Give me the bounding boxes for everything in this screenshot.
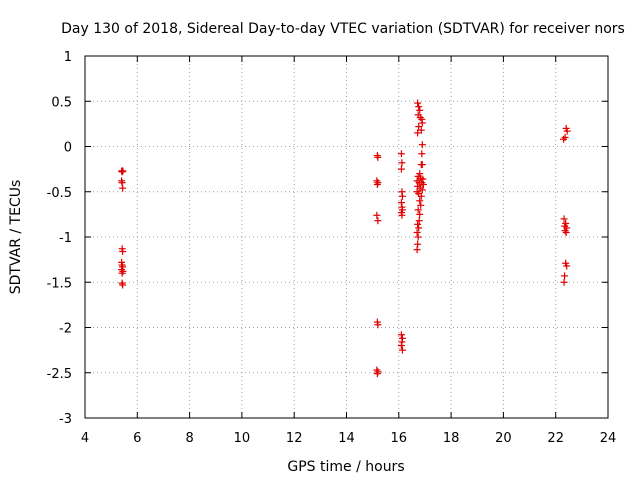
data-point: [118, 168, 126, 176]
data-point: [398, 159, 406, 167]
x-tick-label: 12: [286, 431, 303, 446]
data-point: [418, 141, 426, 149]
data-point: [414, 206, 422, 214]
data-point: [562, 228, 570, 236]
data-point: [414, 233, 422, 241]
data-point: [397, 150, 405, 158]
y-tick-label: -1.5: [47, 276, 72, 291]
y-axis-label: SDTVAR / TECUs: [8, 180, 24, 295]
data-point: [398, 346, 406, 354]
data-point: [417, 201, 425, 209]
data-point: [374, 321, 382, 329]
y-tick-label: -1: [59, 231, 72, 246]
data-point: [373, 370, 381, 378]
data-point: [560, 135, 568, 143]
data-point: [398, 211, 406, 219]
x-tick-label: 14: [338, 431, 355, 446]
x-tick-label: 6: [133, 431, 141, 446]
grid-lines: [85, 56, 608, 418]
data-point: [397, 342, 405, 350]
x-tick-label: 22: [547, 431, 564, 446]
data-point: [119, 281, 127, 289]
data-points: [118, 99, 571, 378]
x-tick-label: 8: [185, 431, 193, 446]
y-tick-label: -0.5: [47, 186, 72, 201]
data-point: [119, 167, 127, 175]
y-tick-label: 0: [64, 141, 72, 156]
x-axis: 4 6 8 10 12 14 16 18 20 22 24: [81, 56, 616, 446]
x-tick-label: 20: [495, 431, 512, 446]
data-point: [418, 119, 426, 127]
data-point: [373, 181, 381, 189]
y-tick-label: -2.5: [47, 367, 72, 382]
x-tick-label: 18: [443, 431, 460, 446]
x-axis-label: GPS time / hours: [287, 459, 404, 475]
data-point: [560, 278, 568, 286]
data-point: [418, 150, 426, 158]
data-point: [413, 188, 421, 196]
data-point: [414, 99, 422, 107]
data-point: [118, 269, 126, 277]
data-point: [119, 247, 127, 255]
data-point: [419, 181, 427, 189]
data-point: [415, 103, 423, 111]
data-point: [119, 184, 127, 192]
data-point: [417, 192, 425, 200]
data-point: [414, 220, 422, 228]
x-tick-label: 4: [81, 431, 89, 446]
x-tick-label: 10: [234, 431, 251, 446]
y-tick-label: -2: [59, 322, 72, 337]
data-point: [414, 129, 422, 137]
data-point: [418, 161, 426, 169]
data-point: [413, 246, 421, 254]
data-point: [560, 215, 568, 223]
data-point: [417, 126, 425, 134]
data-point: [374, 153, 382, 161]
data-point: [397, 331, 405, 339]
y-axis: -3 -2.5 -2 -1.5 -1 -0.5 0 0.5 1: [47, 50, 608, 427]
chart-title: Day 130 of 2018, Sidereal Day-to-day VTE…: [61, 21, 625, 37]
x-tick-label: 16: [391, 431, 408, 446]
data-point: [397, 165, 405, 173]
data-point: [561, 272, 569, 280]
data-point: [415, 123, 423, 131]
x-tick-label: 24: [600, 431, 617, 446]
data-point: [416, 210, 424, 218]
data-point: [373, 211, 381, 219]
data-point: [561, 133, 569, 141]
data-point: [374, 217, 382, 225]
data-point: [563, 262, 571, 270]
data-point: [413, 228, 421, 236]
y-tick-label: -3: [59, 412, 72, 427]
data-point: [563, 127, 571, 135]
y-tick-label: 0.5: [51, 95, 72, 110]
data-point: [415, 217, 423, 225]
y-tick-label: 1: [64, 50, 72, 65]
data-point: [416, 197, 424, 205]
data-point: [416, 106, 424, 114]
data-point: [398, 192, 406, 200]
data-point: [418, 186, 426, 194]
data-point: [415, 224, 423, 232]
data-point: [119, 267, 127, 275]
